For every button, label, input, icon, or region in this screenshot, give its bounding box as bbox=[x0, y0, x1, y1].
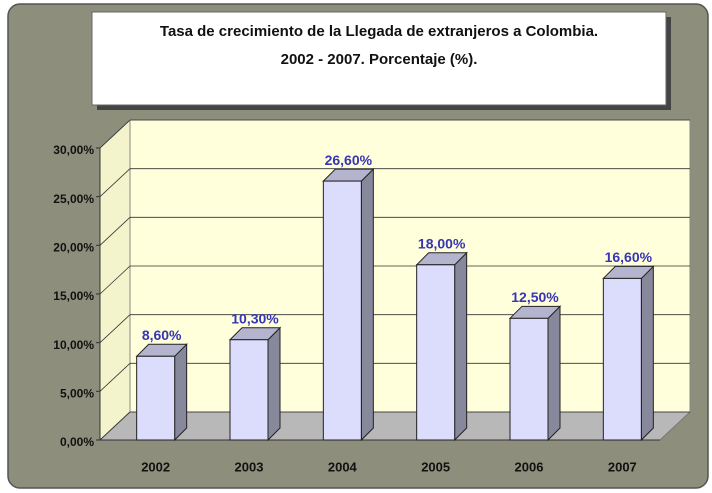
bar bbox=[135, 343, 188, 442]
bar-front bbox=[229, 339, 269, 441]
x-tick-label: 2005 bbox=[421, 459, 450, 474]
bar bbox=[322, 167, 375, 442]
x-tick-label: 2004 bbox=[328, 459, 358, 474]
data-label: 16,60% bbox=[605, 249, 653, 265]
bar bbox=[508, 305, 562, 442]
x-tick-label: 2002 bbox=[141, 459, 170, 474]
bar-side bbox=[454, 251, 468, 442]
grid-line bbox=[99, 119, 131, 149]
bar-side bbox=[360, 167, 374, 442]
bar-side bbox=[547, 305, 561, 442]
grid-line bbox=[99, 411, 131, 441]
bar bbox=[602, 265, 655, 442]
grid-line bbox=[99, 217, 131, 246]
data-label: 10,30% bbox=[231, 310, 279, 326]
bar-side bbox=[267, 326, 281, 442]
y-tick-label: 20,00% bbox=[53, 241, 94, 255]
y-tick-label: 30,00% bbox=[53, 143, 94, 157]
bar-front bbox=[416, 264, 456, 441]
bar-front bbox=[509, 317, 549, 441]
chart-subtitle: 2002 - 2007. Porcentaje (%). bbox=[281, 51, 478, 68]
chart-title: Tasa de crecimiento de la Llegada de ext… bbox=[160, 23, 598, 40]
grid-line bbox=[99, 314, 131, 343]
bar-side bbox=[174, 343, 188, 442]
y-tick-label: 10,00% bbox=[53, 338, 94, 352]
data-label: 12,50% bbox=[511, 289, 559, 305]
x-tick-label: 2003 bbox=[235, 459, 264, 474]
bar-side bbox=[640, 265, 654, 442]
y-tick-label: 5,00% bbox=[60, 387, 94, 401]
grid-line bbox=[99, 363, 131, 392]
y-tick-label: 0,00% bbox=[60, 435, 94, 449]
bar-front bbox=[322, 180, 362, 441]
grid-line bbox=[99, 168, 131, 197]
title-box bbox=[91, 11, 667, 106]
bar-front bbox=[136, 355, 176, 441]
data-label: 8,60% bbox=[142, 327, 182, 343]
floor bbox=[98, 411, 692, 441]
x-tick-label: 2007 bbox=[608, 459, 637, 474]
bar-front bbox=[602, 277, 642, 441]
data-label: 26,60% bbox=[325, 152, 373, 168]
data-label: 18,00% bbox=[418, 236, 466, 252]
y-tick-label: 25,00% bbox=[53, 192, 94, 206]
grid-line bbox=[99, 265, 131, 295]
x-tick-label: 2006 bbox=[515, 459, 544, 474]
bar bbox=[228, 326, 282, 442]
y-tick-label: 15,00% bbox=[53, 289, 94, 303]
bar bbox=[415, 251, 468, 442]
